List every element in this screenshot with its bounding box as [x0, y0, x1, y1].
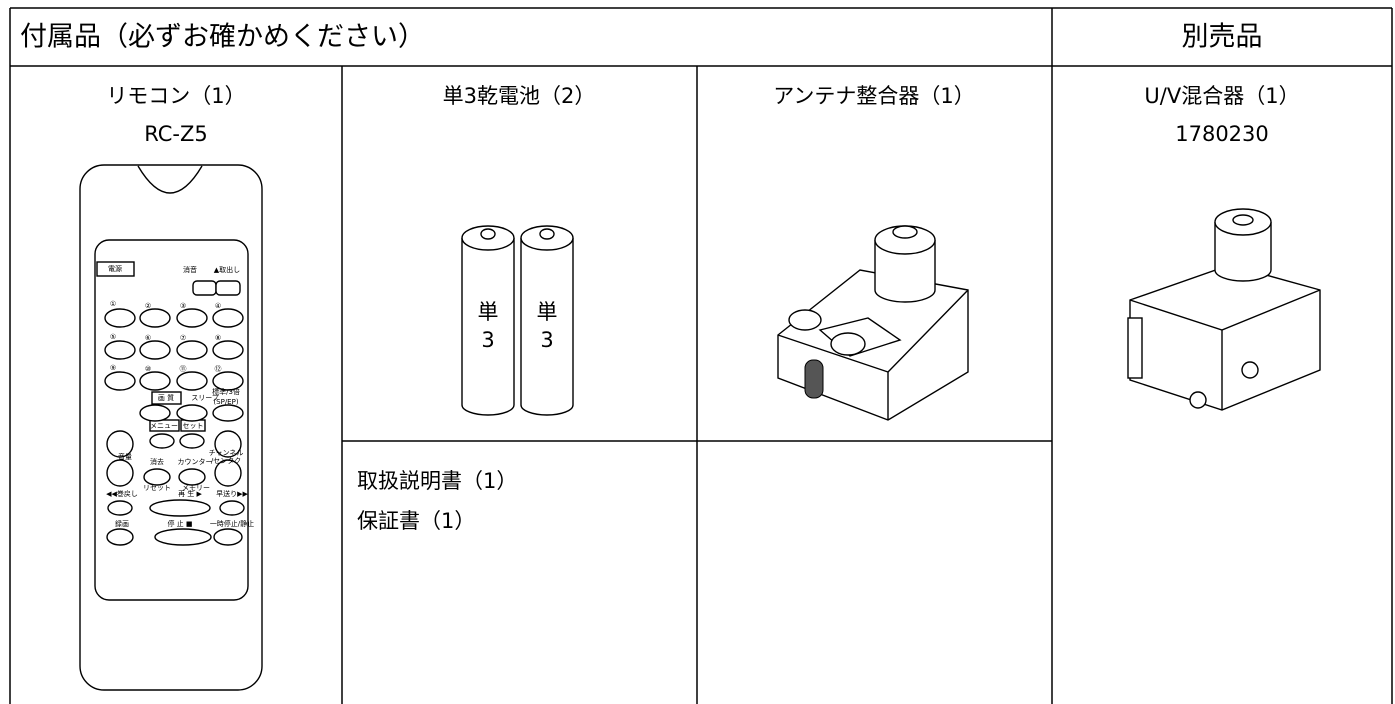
header-optional: 別売品: [1182, 22, 1263, 53]
remote-button: [212, 340, 244, 360]
remote-button: [178, 468, 206, 486]
remote-label: 再 生 ▶: [178, 489, 202, 498]
battery-label: 3: [481, 328, 494, 352]
remote-button: [143, 468, 171, 486]
remote-label: /センタク: [211, 456, 241, 465]
remote-label: 標準/3倍: [212, 387, 240, 396]
remote-button: [106, 528, 134, 546]
item-name: アンテナ整合器（1）: [773, 84, 975, 108]
remote-button: [154, 528, 212, 546]
item-name: リモコン（1）: [106, 84, 245, 108]
remote-label: リセット: [143, 484, 171, 492]
remote-button: [176, 404, 208, 422]
remote-label: 消音: [183, 265, 197, 274]
item-name: U/V混合器（1）: [1144, 84, 1299, 108]
remote-label: ④: [215, 302, 221, 310]
remote-button: [176, 340, 208, 360]
remote-label: 電源: [108, 264, 122, 273]
remote-label: カウンター: [178, 457, 213, 466]
remote-label: チャンネル: [209, 449, 244, 457]
remote-button: [179, 433, 205, 449]
remote-button: [212, 308, 244, 328]
item-model: RC-Z5: [144, 122, 208, 146]
uv-mixer-illustration: [1127, 208, 1321, 411]
remote-label: スリープ: [191, 394, 219, 402]
antenna-matcher-illustration: [777, 225, 969, 421]
remote-label: 録画: [115, 519, 129, 528]
remote-button: [149, 433, 175, 449]
remote-label: 早送り▶▶: [216, 489, 248, 498]
remote-button: [219, 500, 245, 516]
remote-button: [106, 430, 134, 458]
remote-button: [139, 308, 171, 328]
remote-label: 停 止 ■: [167, 519, 192, 528]
header-title: 付属品（必ずお確かめください）: [20, 22, 425, 53]
remote-button: [212, 371, 244, 391]
remote-button: [212, 404, 244, 422]
item-model: 1780230: [1175, 122, 1269, 146]
remote-label: ◀◀巻戻し: [106, 489, 138, 498]
remote-label: ①: [110, 300, 116, 308]
remote-label: ⑧: [215, 334, 221, 342]
remote-button: [104, 308, 136, 328]
battery-label: 単: [478, 300, 499, 324]
remote-label: ⑨: [110, 364, 116, 372]
remote-label: ▲取出し: [214, 265, 240, 274]
battery-label: 3: [540, 328, 553, 352]
table-grid: [9, 7, 1393, 704]
remote-button: [149, 499, 211, 517]
remote-button: [104, 371, 136, 391]
remote-label: メモリー: [182, 484, 210, 492]
remote-label: 一時停止/静止: [210, 519, 254, 528]
remote-label: ②: [145, 302, 151, 310]
remote-button: [106, 459, 134, 487]
remote-label: ⑤: [110, 333, 116, 341]
remote-label: ⑥: [145, 334, 151, 342]
remote-button: [139, 340, 171, 360]
remote-label: ⑫: [215, 365, 222, 373]
remote-button: [176, 308, 208, 328]
remote-label: 画 質: [158, 393, 174, 402]
remote-button: [107, 500, 133, 516]
document-item: 保証書（1）: [357, 509, 475, 533]
remote-button: [139, 404, 171, 422]
remote-label: ⑪: [180, 365, 187, 373]
remote-button: [213, 528, 243, 546]
remote-label: 音量: [118, 452, 132, 461]
remote-button: [139, 371, 171, 391]
remote-label: メニュー: [150, 422, 178, 430]
remote-label: セット: [183, 422, 204, 430]
remote-label: ⑩: [145, 365, 151, 373]
remote-label: 消去: [150, 457, 164, 466]
battery-label: 単: [537, 300, 558, 324]
battery-illustration: [461, 225, 574, 416]
remote-button: [176, 371, 208, 391]
remote-label: ⑦: [180, 334, 186, 342]
document-item: 取扱説明書（1）: [357, 469, 517, 493]
remote-button: [214, 459, 242, 487]
remote-label: (SP/EP): [213, 398, 238, 406]
remote-label: ③: [180, 302, 186, 310]
remote-button: [214, 430, 242, 458]
item-name: 単3乾電池（2）: [443, 84, 596, 108]
remote-button: [104, 340, 136, 360]
